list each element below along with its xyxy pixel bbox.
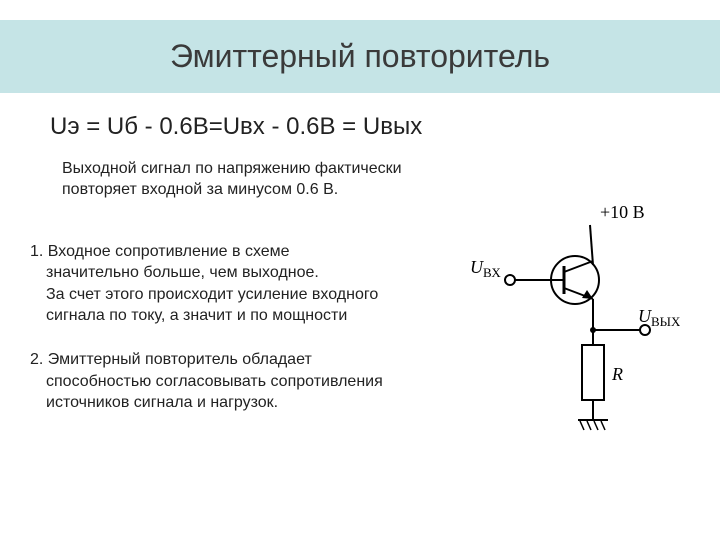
supply-label: +10 В	[600, 202, 645, 222]
point-2-line-c: источников сигнала и нагрузок.	[46, 392, 420, 414]
output-label: UВЫХ	[638, 306, 680, 329]
point-1-line-a: 1. Входное сопротивление в схеме	[30, 243, 290, 260]
point-1-line-d: сигнала по току, а значит и по мощности	[46, 305, 420, 327]
ground-icon	[578, 420, 608, 430]
equation-text: Uэ = Uб - 0.6В=Uвх - 0.6В = Uвых	[50, 113, 720, 141]
title-bar: Эмиттерный повторитель	[0, 20, 720, 93]
point-2: 2. Эмиттерный повторитель обладает спосо…	[30, 349, 420, 414]
collector-wire	[590, 225, 593, 265]
circuit-diagram: +10 В UВХ	[460, 200, 680, 460]
output-terminal-icon	[640, 325, 650, 335]
description-text: Выходной сигнал по напряжению фактически…	[62, 159, 422, 201]
page-title: Эмиттерный повторитель	[0, 38, 720, 75]
point-2-line-b: способностью согласовывать сопротивления	[46, 371, 420, 393]
point-2-line-a: 2. Эмиттерный повторитель обладает	[30, 351, 312, 368]
npn-transistor-icon	[515, 256, 599, 304]
resistor-label: R	[611, 364, 623, 384]
input-label: UВХ	[470, 257, 501, 280]
resistor-icon	[582, 345, 604, 400]
point-1-line-b: значительно больше, чем выходное.	[46, 262, 420, 284]
input-terminal-icon	[505, 275, 515, 285]
point-1: 1. Входное сопротивление в схеме значите…	[30, 241, 420, 327]
point-1-line-c: За счет этого происходит усиление входно…	[46, 284, 420, 306]
